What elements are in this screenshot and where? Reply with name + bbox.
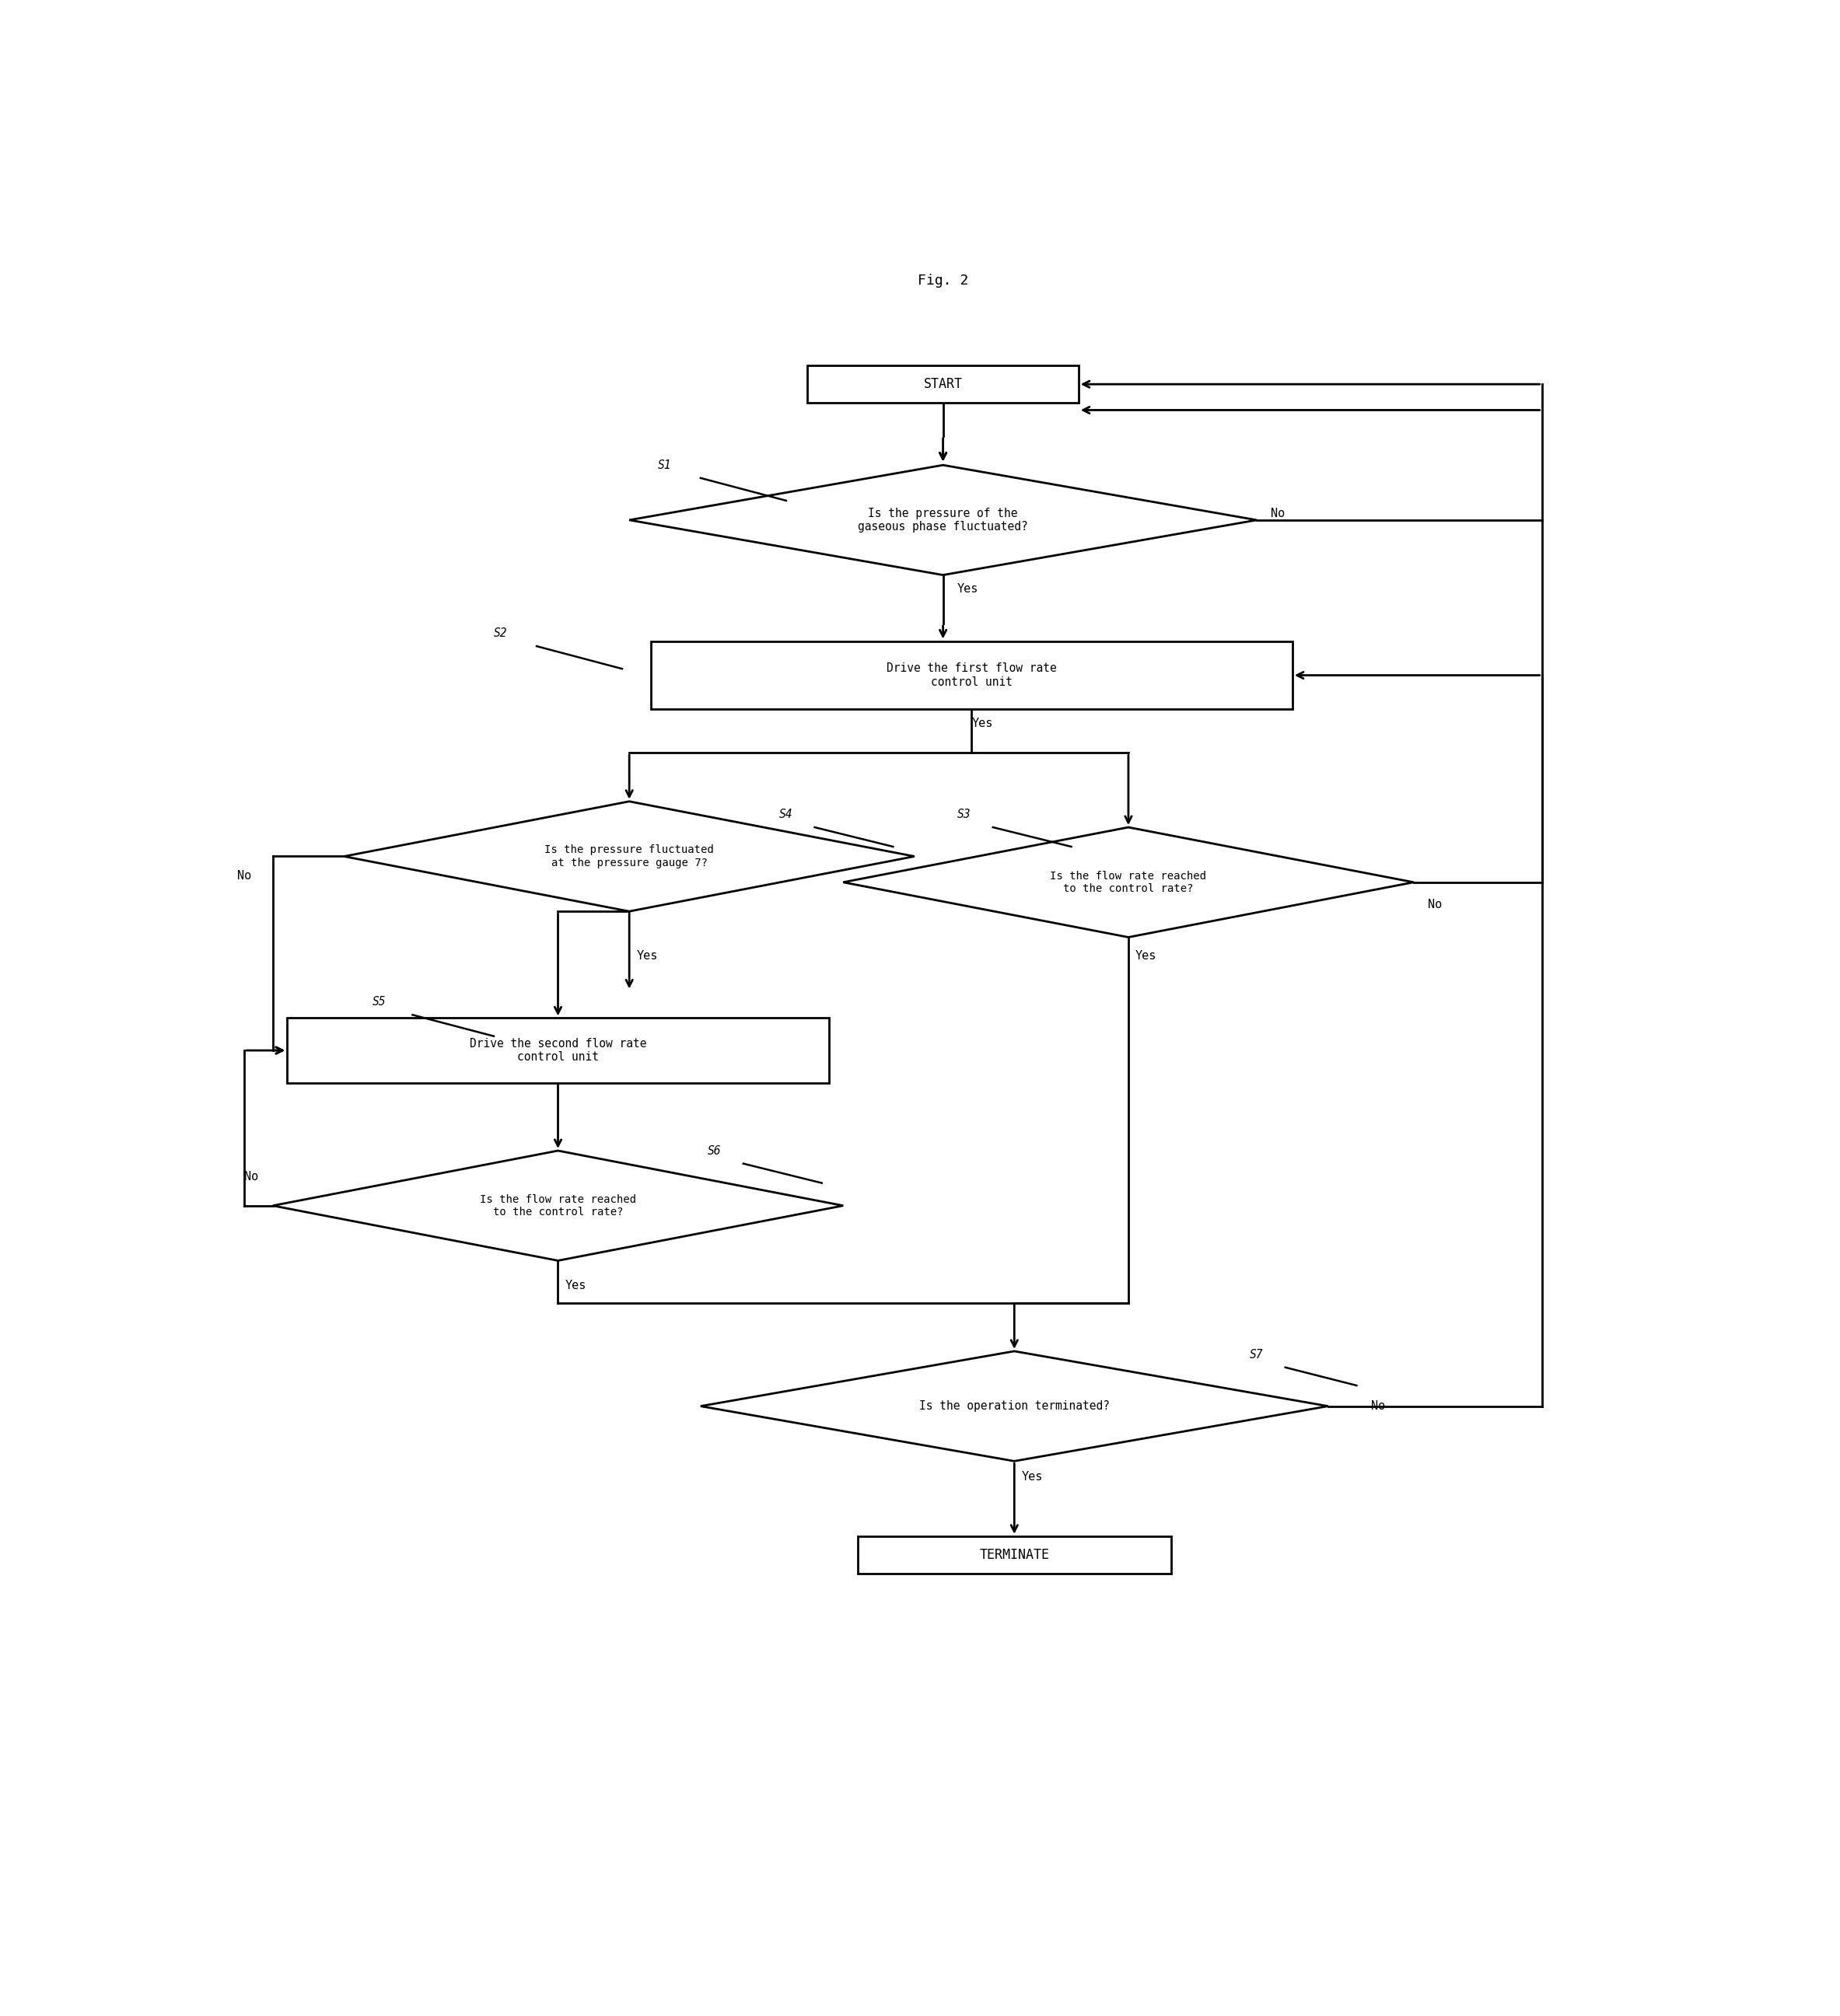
Text: Yes: Yes bbox=[957, 583, 979, 595]
Text: S4: S4 bbox=[778, 808, 793, 821]
Text: Is the pressure of the
gaseous phase fluctuated?: Is the pressure of the gaseous phase flu… bbox=[857, 508, 1029, 532]
Text: Is the pressure fluctuated
at the pressure gauge 7?: Is the pressure fluctuated at the pressu… bbox=[545, 845, 714, 869]
Text: START: START bbox=[924, 377, 962, 391]
Text: S7: S7 bbox=[1249, 1349, 1264, 1361]
Text: S2: S2 bbox=[493, 627, 508, 639]
Text: S3: S3 bbox=[957, 808, 972, 821]
Polygon shape bbox=[701, 1351, 1328, 1462]
Text: S5: S5 bbox=[372, 996, 386, 1008]
Text: Is the flow rate reached
to the control rate?: Is the flow rate reached to the control … bbox=[480, 1193, 637, 1218]
FancyBboxPatch shape bbox=[857, 1536, 1170, 1574]
Polygon shape bbox=[629, 466, 1257, 575]
Text: Yes: Yes bbox=[637, 950, 657, 962]
Text: Fig. 2: Fig. 2 bbox=[918, 274, 968, 288]
Text: Yes: Yes bbox=[972, 718, 994, 730]
Text: TERMINATE: TERMINATE bbox=[979, 1548, 1049, 1562]
Text: S6: S6 bbox=[708, 1145, 721, 1157]
Text: Yes: Yes bbox=[565, 1280, 587, 1292]
FancyBboxPatch shape bbox=[808, 365, 1078, 403]
Polygon shape bbox=[843, 827, 1413, 937]
Text: Is the flow rate reached
to the control rate?: Is the flow rate reached to the control … bbox=[1051, 871, 1207, 893]
FancyBboxPatch shape bbox=[287, 1018, 828, 1083]
Text: Is the operation terminated?: Is the operation terminated? bbox=[918, 1401, 1110, 1411]
Text: Yes: Yes bbox=[1021, 1472, 1043, 1482]
Text: No: No bbox=[245, 1171, 258, 1181]
Text: No: No bbox=[1428, 899, 1443, 911]
Text: Drive the first flow rate
control unit: Drive the first flow rate control unit bbox=[887, 663, 1056, 687]
Text: Yes: Yes bbox=[1135, 950, 1157, 962]
Text: S1: S1 bbox=[659, 460, 672, 472]
Polygon shape bbox=[344, 802, 914, 911]
FancyBboxPatch shape bbox=[651, 641, 1292, 710]
Text: No: No bbox=[1371, 1401, 1386, 1411]
Text: No: No bbox=[1271, 508, 1284, 520]
Text: Drive the second flow rate
control unit: Drive the second flow rate control unit bbox=[469, 1038, 646, 1062]
Polygon shape bbox=[272, 1151, 843, 1260]
Text: No: No bbox=[237, 871, 252, 881]
